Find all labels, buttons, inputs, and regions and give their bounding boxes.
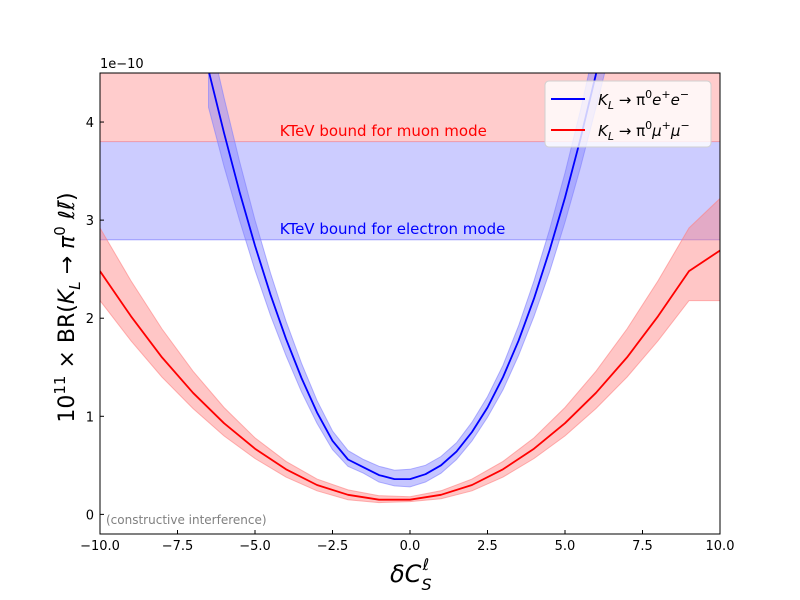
x-axis-title: δCSℓ xyxy=(390,555,432,594)
axes: −10.0 −7.5 −5.0 −2.5 0.0 2.5 5.0 7.5 10.0 0 1 2 3 4 1e… xyxy=(51,57,734,594)
x-tick-label-6: 5.0 xyxy=(555,539,576,554)
x-tick-label-5: 2.5 xyxy=(477,539,498,554)
y-tick-label-2: 2 xyxy=(86,312,94,327)
series-layer xyxy=(100,73,720,504)
series-line-0 xyxy=(208,73,598,481)
y-tick-label-4: 4 xyxy=(86,116,94,131)
x-tick-label-3: −2.5 xyxy=(317,539,349,554)
bound-band-1 xyxy=(100,141,720,240)
y-tick-label-3: 3 xyxy=(86,214,94,229)
y-axis-title: 1011 × BR(KL → π0 ℓℓ̄) xyxy=(51,192,84,422)
series-line-1 xyxy=(100,249,720,501)
x-tick-label-2: −5.0 xyxy=(239,539,271,554)
y-offset-label: 1e−10 xyxy=(100,57,144,72)
annotation-0: (constructive interference) xyxy=(106,513,267,527)
y-tick-label-0: 0 xyxy=(86,508,94,523)
series-band-0 xyxy=(208,73,606,488)
x-tick-label-4: 0.0 xyxy=(400,539,421,554)
x-tick-label-1: −7.5 xyxy=(162,539,194,554)
x-tick-label-7: 7.5 xyxy=(632,539,653,554)
legend: KL → π0e+e− KL → π0μ+μ− xyxy=(544,80,712,148)
legend-box xyxy=(544,80,712,148)
legend-label-0: KL → π0e+e− xyxy=(598,88,689,112)
bound-label-0: KTeV bound for muon mode xyxy=(280,122,487,140)
labels: KTeV bound for muon mode KTeV bound for e… xyxy=(106,80,712,527)
x-tick-label-8: 10.0 xyxy=(706,539,735,554)
y-tick-label-1: 1 xyxy=(86,410,94,425)
bound-label-1: KTeV bound for electron mode xyxy=(280,220,506,238)
legend-label-1: KL → π0μ+μ− xyxy=(598,119,690,143)
series-band-1 xyxy=(100,197,720,504)
x-tick-label-0: −10.0 xyxy=(80,539,120,554)
